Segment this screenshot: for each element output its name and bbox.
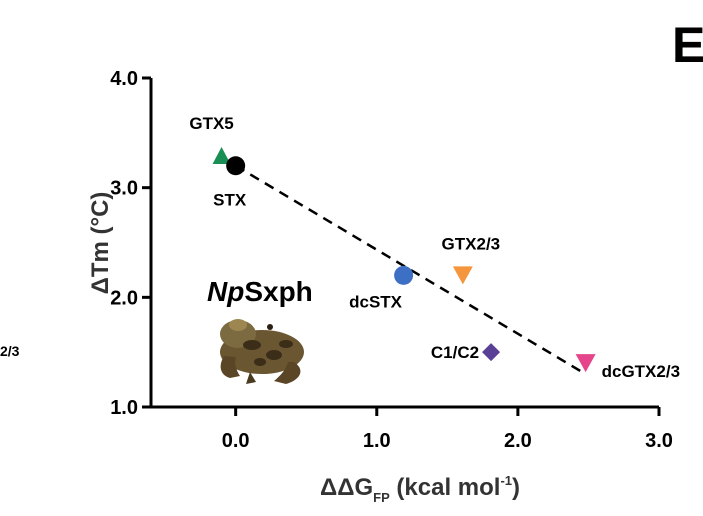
frog-illustration [220, 319, 304, 384]
species-label-italic: Np [207, 276, 244, 307]
y-tick-label: 4.0 [110, 68, 138, 90]
x-axis-title: ΔΔGFP (kcal mol-1) [320, 473, 520, 505]
x-tick-label: 1.0 [363, 430, 391, 452]
point-label-dcgtx2-3: dcGTX2/3 [602, 362, 680, 381]
cropped-side-label: 2/3 [0, 343, 20, 359]
x-axis-title-units-end: ) [512, 474, 520, 501]
species-label: NpSxph [207, 276, 313, 307]
x-tick-label: 3.0 [645, 430, 673, 452]
x-axis-title-subscript: FP [373, 490, 390, 505]
point-stx [226, 156, 246, 176]
x-axis-title-main: ΔΔG [320, 474, 373, 501]
point-dcgtx2-3 [575, 354, 596, 373]
x-axis-title-superscript: -1 [500, 473, 512, 488]
x-tick-label: 2.0 [504, 430, 532, 452]
point-gtx2-3 [452, 266, 473, 285]
y-tick-label: 1.0 [110, 397, 138, 419]
point-label-c1-c2: C1/C2 [431, 343, 479, 362]
species-label-regular: Sxph [244, 276, 312, 307]
point-label-stx: STX [213, 191, 247, 210]
x-axis-title-units: (kcal mol [390, 474, 501, 501]
data-points [212, 146, 596, 373]
y-tick-label: 3.0 [110, 178, 138, 200]
point-c1-c2 [482, 343, 501, 362]
ticks: 1.0 2.0 3.0 4.0 0.0 1.0 2.0 3.0 [110, 68, 673, 452]
point-gtx5 [212, 146, 231, 164]
point-labels: GTX5 STX dcSTX GTX2/3 C1/C2 dcGTX2/3 [189, 114, 680, 381]
panel-letter: E [672, 17, 703, 73]
x-tick-label: 0.0 [222, 430, 250, 452]
point-label-gtx5: GTX5 [189, 114, 233, 133]
y-axis-title: ΔTm (°C) [87, 192, 114, 295]
point-label-dcstx: dcSTX [349, 292, 403, 311]
point-dcstx [394, 265, 414, 285]
point-label-gtx2-3: GTX2/3 [442, 234, 501, 253]
y-tick-label: 2.0 [110, 287, 138, 309]
